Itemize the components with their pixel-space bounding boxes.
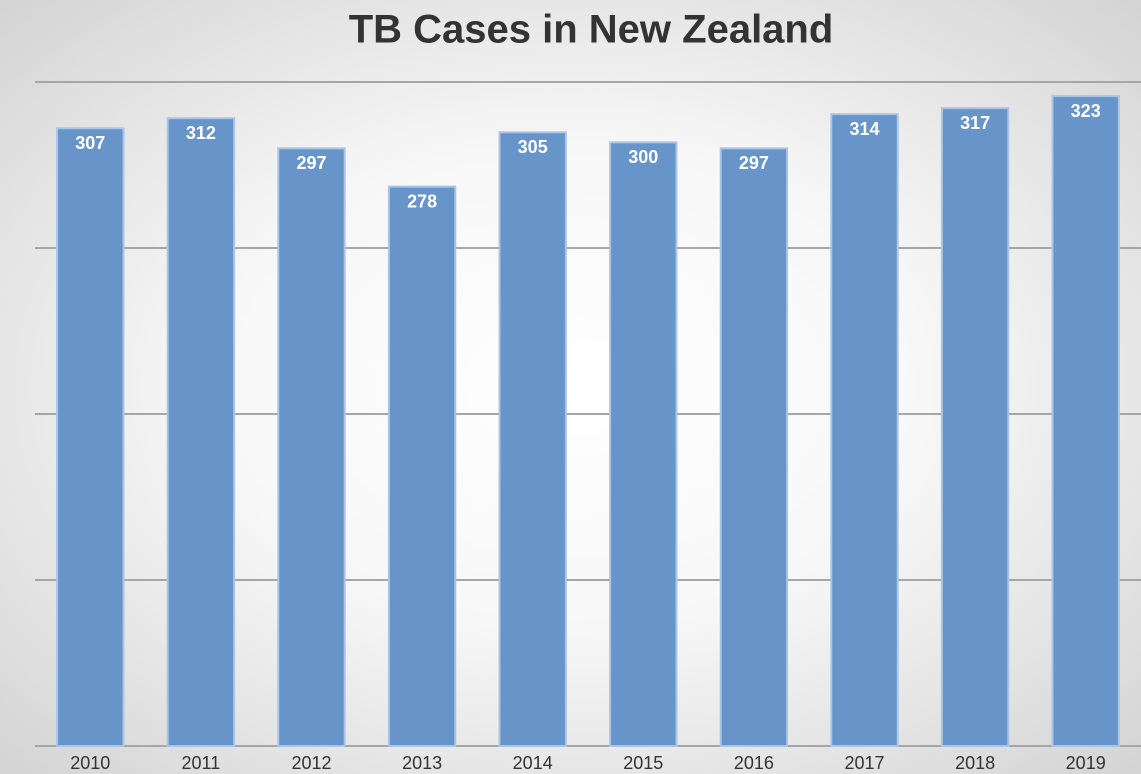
chart-title: TB Cases in New Zealand [349,8,834,52]
x-tick-label: 2019 [1066,753,1106,773]
data-label: 312 [186,123,216,143]
data-label: 300 [628,147,658,167]
bar [1051,95,1120,748]
bar [609,141,678,747]
x-tick-label: 2014 [513,753,553,773]
x-tick-label: 2018 [955,753,995,773]
x-tick-label: 2012 [291,753,331,773]
bar [387,185,457,747]
data-label: 307 [75,133,105,153]
data-label: 278 [407,191,437,211]
x-tick-label: 2010 [70,753,110,773]
data-label: 297 [739,153,769,173]
x-tick-label: 2013 [402,753,442,773]
x-tick-label: 2011 [182,753,221,773]
data-label: 314 [849,119,879,139]
data-label: 323 [1071,101,1101,121]
bar [277,147,346,747]
bar [166,117,236,747]
data-label: 317 [960,113,990,133]
data-label: 305 [518,137,548,157]
data-label: 297 [296,153,326,173]
bar [830,113,899,747]
x-tick-label: 2016 [734,753,774,773]
bar [498,131,567,747]
bar [56,127,125,747]
x-tick-label: 2017 [844,753,884,773]
bar [719,147,789,747]
x-tick-label: 2015 [623,753,663,773]
bar [940,107,1010,747]
